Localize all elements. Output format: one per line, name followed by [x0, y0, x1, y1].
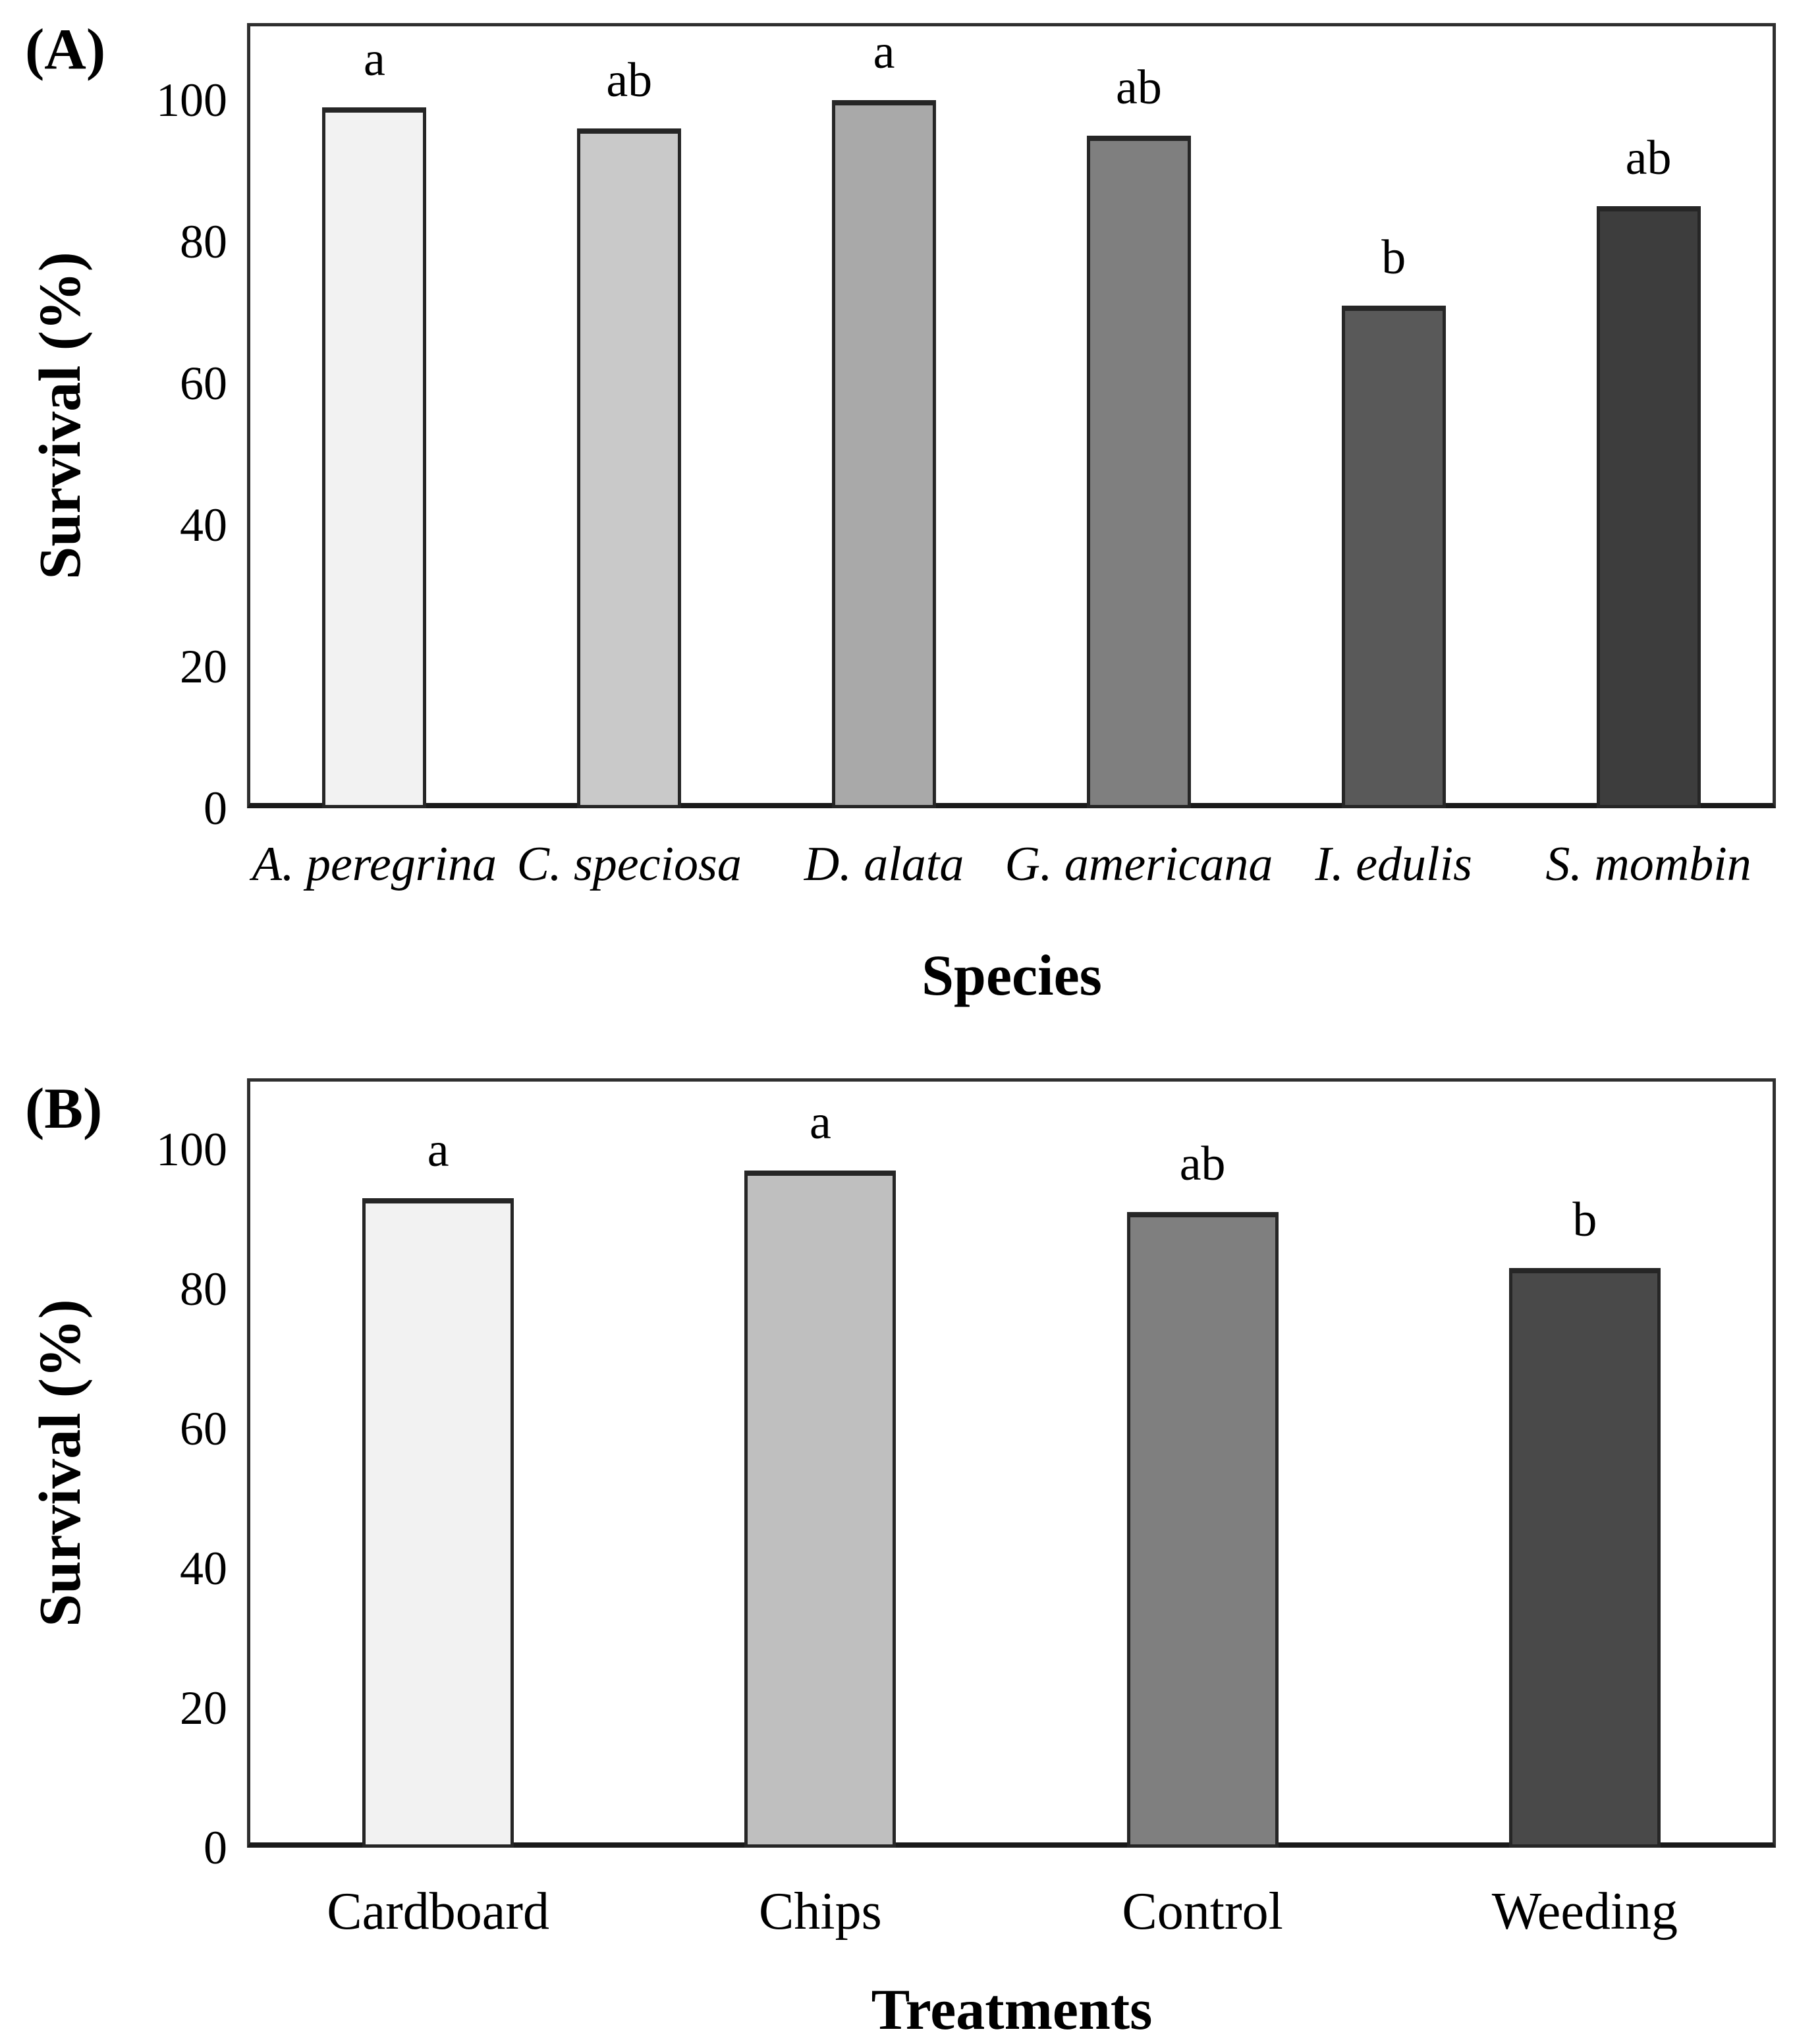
y-tick-20: 20 — [180, 640, 227, 693]
y-tick-0: 0 — [204, 1821, 227, 1874]
x-label-g-americana: G. americana — [1005, 837, 1273, 891]
panel-a-x-axis-title: Species — [922, 944, 1102, 1008]
x-label-d-alata: D. alata — [804, 837, 964, 891]
y-tick-40: 40 — [180, 499, 227, 551]
bar-a-peregrina — [322, 107, 427, 808]
bar-g-americana — [1086, 135, 1191, 808]
panel-a-plot-area — [247, 23, 1776, 808]
sig-letter-chips: a — [809, 1095, 831, 1149]
x-label-weeding: Weeding — [1491, 1883, 1678, 1941]
bar-weeding — [1508, 1268, 1661, 1848]
sig-letter-d-alata: a — [873, 25, 895, 79]
bar-s-mombin — [1596, 206, 1701, 808]
y-tick-100: 100 — [156, 74, 227, 126]
y-tick-40: 40 — [180, 1542, 227, 1595]
sig-letter-s-mombin: ab — [1625, 131, 1672, 186]
sig-letter-g-americana: ab — [1115, 60, 1162, 115]
panel-b-y-axis-title: Survival (%) — [28, 1299, 93, 1627]
y-tick-80: 80 — [180, 1263, 227, 1315]
bar-c-speciosa — [577, 128, 682, 808]
x-label-chips: Chips — [759, 1883, 882, 1941]
x-label-cardboard: Cardboard — [327, 1883, 549, 1941]
y-tick-60: 60 — [180, 357, 227, 410]
y-tick-100: 100 — [156, 1123, 227, 1176]
sig-letter-control: ab — [1179, 1137, 1226, 1192]
sig-letter-c-speciosa: ab — [606, 53, 653, 107]
sig-letter-cardboard: a — [427, 1123, 449, 1178]
x-label-a-peregrina: A. peregrina — [252, 837, 497, 891]
panel-a-y-axis-title: Survival (%) — [28, 252, 93, 580]
x-label-control: Control — [1122, 1883, 1283, 1941]
bar-d-alata — [832, 100, 937, 808]
sig-letter-i-edulis: b — [1381, 230, 1406, 285]
bar-chips — [744, 1170, 896, 1848]
x-label-c-speciosa: C. speciosa — [516, 837, 742, 891]
x-label-i-edulis: I. edulis — [1315, 837, 1472, 891]
y-tick-20: 20 — [180, 1682, 227, 1734]
bar-cardboard — [362, 1198, 514, 1848]
y-tick-60: 60 — [180, 1402, 227, 1455]
bar-control — [1126, 1212, 1279, 1848]
y-tick-80: 80 — [180, 215, 227, 268]
panel-a-label: (A) — [25, 18, 106, 82]
bar-i-edulis — [1341, 305, 1446, 808]
panel-b-x-axis-title: Treatments — [871, 1978, 1153, 2042]
x-label-s-mombin: S. mombin — [1545, 837, 1751, 891]
sig-letter-a-peregrina: a — [363, 32, 385, 86]
sig-letter-weeding: b — [1572, 1193, 1597, 1248]
y-tick-0: 0 — [204, 782, 227, 835]
panel-b-label: (B) — [25, 1077, 103, 1141]
